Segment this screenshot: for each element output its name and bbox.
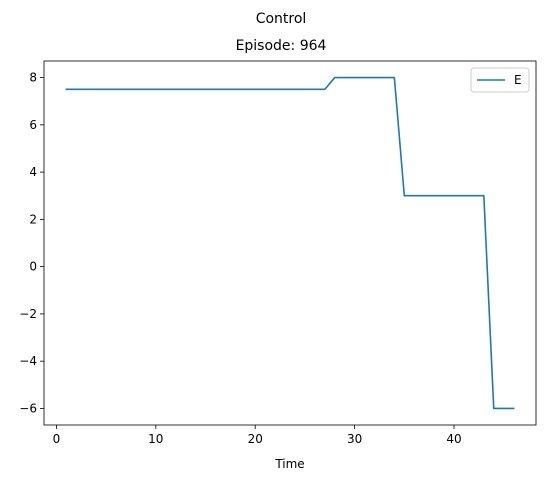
series-line-E	[65, 76, 515, 410]
x-axis-ticks: 0 10 20 30 40	[53, 425, 462, 446]
x-tick-label: 40	[446, 432, 461, 446]
chart-title: Episode: 964	[236, 38, 327, 54]
x-tick-label: 0	[53, 432, 61, 446]
legend-label: E	[514, 73, 522, 87]
y-tick-label: 2	[29, 212, 37, 226]
y-tick-label: −2	[19, 307, 37, 321]
plot-area	[44, 61, 536, 425]
x-tick-label: 10	[148, 432, 163, 446]
x-tick-label: 20	[248, 432, 263, 446]
y-tick-label: −4	[19, 354, 37, 368]
y-tick-label: 4	[29, 165, 37, 179]
y-tick-label: 0	[29, 260, 37, 274]
figure-suptitle: Control	[256, 11, 307, 27]
y-tick-label: 6	[29, 118, 37, 132]
y-tick-label: −6	[19, 401, 37, 415]
x-axis-label: Time	[274, 457, 304, 471]
legend: E	[470, 67, 530, 93]
x-tick-label: 30	[347, 432, 362, 446]
series-layer	[65, 76, 515, 410]
y-tick-label: 8	[29, 71, 37, 85]
y-axis-ticks: −6 −4 −2 0 2 4 6 8	[19, 71, 44, 415]
plot-frame	[43, 60, 537, 426]
